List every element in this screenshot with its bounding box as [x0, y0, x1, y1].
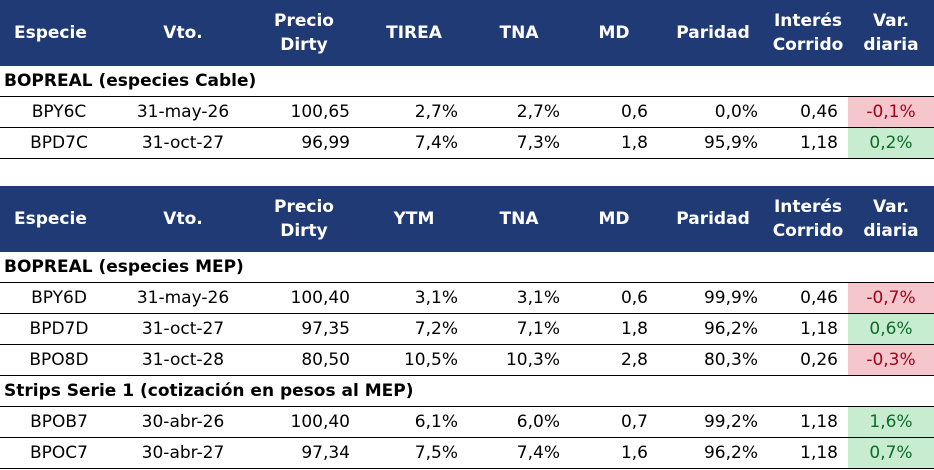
section-title: BOPREAL (especies Cable): [0, 66, 934, 97]
cell-var-diaria: 0,6%: [848, 313, 934, 345]
cell-md: 2,8: [570, 344, 658, 376]
cell-paridad: 99,2%: [658, 406, 768, 438]
cell-var-diaria: -0,1%: [848, 96, 934, 128]
cell-tir: 7,2%: [360, 313, 468, 345]
cell-especie: BPD7D: [0, 313, 118, 345]
cell-var-diaria: -0,3%: [848, 344, 934, 376]
column-header-tna: TNA: [468, 0, 570, 66]
column-header-tir: YTM: [360, 186, 468, 252]
cell-vto: 31-may-26: [118, 96, 248, 128]
cell-vto: 31-may-26: [118, 282, 248, 314]
cell-paridad: 96,2%: [658, 437, 768, 469]
cell-md: 1,6: [570, 437, 658, 469]
column-header-precio-dirty: Precio Dirty: [248, 0, 360, 66]
column-header-precio-dirty: Precio Dirty: [248, 186, 360, 252]
column-header-interes-corrido: Interés Corrido: [768, 186, 848, 252]
section-title: BOPREAL (especies MEP): [0, 252, 934, 283]
cell-paridad: 80,3%: [658, 344, 768, 376]
table-row: BPD7C 31-oct-27 96,99 7,4% 7,3% 1,8 95,9% 1,18 0…: [0, 127, 934, 159]
section-row: BOPREAL (especies Cable): [0, 66, 934, 97]
cell-md: 0,6: [570, 282, 658, 314]
column-header-especie: Especie: [0, 186, 118, 252]
cell-tir: 10,5%: [360, 344, 468, 376]
cell-precio-dirty: 100,40: [248, 282, 360, 314]
cell-var-diaria: 0,2%: [848, 127, 934, 159]
column-header-vto: Vto.: [118, 0, 248, 66]
cell-interes-corrido: 0,26: [768, 344, 848, 376]
cell-especie: BPD7C: [0, 127, 118, 159]
cell-tna: 7,4%: [468, 437, 570, 469]
cell-paridad: 96,2%: [658, 313, 768, 345]
cell-paridad: 95,9%: [658, 127, 768, 159]
cell-vto: 31-oct-28: [118, 344, 248, 376]
cell-tna: 7,3%: [468, 127, 570, 159]
cell-var-diaria: -0,7%: [848, 282, 934, 314]
cell-especie: BPOB7: [0, 406, 118, 438]
table-row: BPY6C 31-may-26 100,65 2,7% 2,7% 0,6 0,0% 0,46-…: [0, 96, 934, 128]
column-header-paridad: Paridad: [658, 0, 768, 66]
column-header-tir: TIREA: [360, 0, 468, 66]
cell-tna: 7,1%: [468, 313, 570, 345]
column-header-var-diaria: Var. diaria: [848, 186, 934, 252]
cell-especie: BPY6D: [0, 282, 118, 314]
cell-tir: 7,5%: [360, 437, 468, 469]
cell-tna: 2,7%: [468, 96, 570, 128]
cell-precio-dirty: 97,35: [248, 313, 360, 345]
cell-md: 1,8: [570, 313, 658, 345]
cell-precio-dirty: 100,65: [248, 96, 360, 128]
cell-tir: 2,7%: [360, 96, 468, 128]
cell-md: 0,6: [570, 96, 658, 128]
section-title: Strips Serie 1 (cotización en pesos al M…: [0, 375, 934, 407]
cell-vto: 31-oct-27: [118, 313, 248, 345]
cell-interes-corrido: 1,18: [768, 127, 848, 159]
column-header-md: MD: [570, 0, 658, 66]
cell-interes-corrido: 1,18: [768, 437, 848, 469]
table-cable: Especie Vto. Precio Dirty TIREA TNA MD Paridad…: [0, 0, 934, 159]
cell-interes-corrido: 1,18: [768, 313, 848, 345]
cell-tna: 3,1%: [468, 282, 570, 314]
cell-md: 1,8: [570, 127, 658, 159]
cell-especie: BPY6C: [0, 96, 118, 128]
cell-var-diaria: 0,7%: [848, 437, 934, 469]
cell-especie: BPO8D: [0, 344, 118, 376]
table-row: BPOC7 30-abr-27 97,34 7,5% 7,4% 1,6 96,2% 1,18 0…: [0, 437, 934, 469]
section-row: Strips Serie 1 (cotización en pesos al M…: [0, 375, 934, 407]
table-mep: Especie Vto. Precio Dirty YTM TNA MD Paridad In…: [0, 186, 934, 469]
section-row: BOPREAL (especies MEP): [0, 252, 934, 283]
cell-precio-dirty: 97,34: [248, 437, 360, 469]
table-row: BPO8D 31-oct-28 80,50 10,5% 10,3% 2,8 80,3% 0,2…: [0, 344, 934, 376]
cell-tir: 7,4%: [360, 127, 468, 159]
cell-paridad: 0,0%: [658, 96, 768, 128]
cell-vto: 30-abr-26: [118, 406, 248, 438]
cell-interes-corrido: 0,46: [768, 96, 848, 128]
cell-tir: 3,1%: [360, 282, 468, 314]
cell-precio-dirty: 80,50: [248, 344, 360, 376]
header-row: Especie Vto. Precio Dirty TIREA TNA MD Paridad…: [0, 0, 934, 66]
column-header-paridad: Paridad: [658, 186, 768, 252]
cell-precio-dirty: 96,99: [248, 127, 360, 159]
cell-interes-corrido: 0,46: [768, 282, 848, 314]
cell-tna: 6,0%: [468, 406, 570, 438]
table-row: BPOB7 30-abr-26 100,40 6,1% 6,0% 0,7 99,2% 1,18…: [0, 406, 934, 438]
cell-tir: 6,1%: [360, 406, 468, 438]
cell-tna: 10,3%: [468, 344, 570, 376]
column-header-especie: Especie: [0, 0, 118, 66]
header-row: Especie Vto. Precio Dirty YTM TNA MD Paridad In…: [0, 186, 934, 252]
cell-vto: 30-abr-27: [118, 437, 248, 469]
cell-interes-corrido: 1,18: [768, 406, 848, 438]
table-row: BPD7D 31-oct-27 97,35 7,2% 7,1% 1,8 96,2% 1,18 0…: [0, 313, 934, 345]
cell-var-diaria: 1,6%: [848, 406, 934, 438]
cell-paridad: 99,9%: [658, 282, 768, 314]
cell-vto: 31-oct-27: [118, 127, 248, 159]
cell-especie: BPOC7: [0, 437, 118, 469]
column-header-md: MD: [570, 186, 658, 252]
column-header-vto: Vto.: [118, 186, 248, 252]
column-header-var-diaria: Var. diaria: [848, 0, 934, 66]
cell-md: 0,7: [570, 406, 658, 438]
cell-precio-dirty: 100,40: [248, 406, 360, 438]
column-header-interes-corrido: Interés Corrido: [768, 0, 848, 66]
table-row: BPY6D 31-may-26 100,40 3,1% 3,1% 0,6 99,9% 0,46…: [0, 282, 934, 314]
column-header-tna: TNA: [468, 186, 570, 252]
